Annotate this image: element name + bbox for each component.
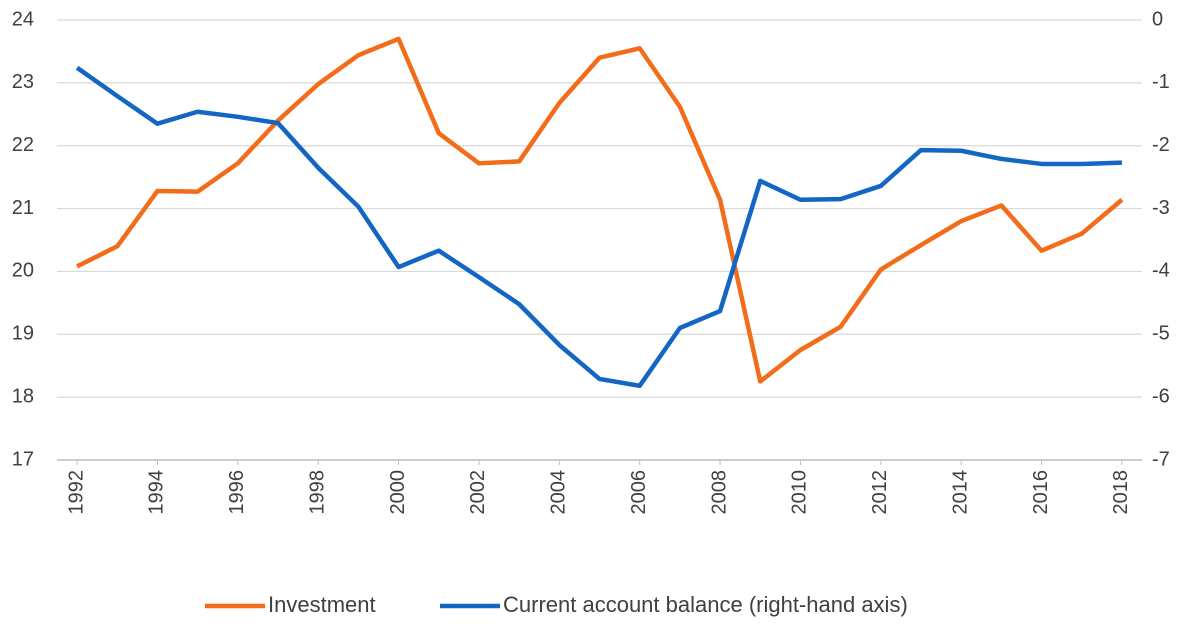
plot [75,36,1124,389]
y2-tick-label: -2 [1152,134,1170,156]
grid: 17 18 19 20 21 22 23 24 -7 -6 -5 -4 -3 -2 -1 0 1992 1994 1… [12,8,1170,514]
x-tick-label: 2018 [1110,470,1132,515]
x-tick-label: 2014 [949,470,971,515]
y-tick-label: 21 [12,197,34,219]
x-tick-label: 2010 [789,470,811,515]
y-tick-label: 18 [12,385,34,407]
y-tick-label: 20 [12,260,34,282]
y2-tick-label: -1 [1152,71,1170,93]
y2-tick-label: -3 [1152,197,1170,219]
series-line [75,65,1122,389]
y2-tick-label: -7 [1152,448,1170,470]
x-tick-label: 2006 [628,470,650,515]
y2-tick-label: -5 [1152,323,1170,345]
x-tick-label: 1996 [226,470,248,515]
legend: Investment Current account balance (right… [205,592,908,617]
x-tick-label: 1992 [65,470,87,515]
x-tick-label: 2012 [869,470,891,515]
legend-label: Current account balance (right-hand axis… [503,592,908,617]
y-tick-label: 19 [12,323,34,345]
x-tick-label: 2004 [548,470,570,515]
y-tick-label: 17 [12,448,34,470]
y-tick-label: 24 [12,8,34,30]
x-tick-label: 2000 [387,470,409,515]
y2-tick-label: 0 [1152,8,1163,30]
legend-label: Investment [268,592,376,617]
x-tick-label: 2016 [1030,470,1052,515]
y2-tick-label: -4 [1152,260,1170,282]
y2-tick-label: -6 [1152,385,1170,407]
x-tick-label: 2002 [467,470,489,515]
x-tick-label: 2008 [708,470,730,515]
x-tick-label: 1998 [306,470,328,515]
y-tick-label: 22 [12,134,34,156]
series-line [76,36,1124,384]
x-tick-label: 1994 [146,470,168,515]
y-tick-label: 23 [12,71,34,93]
